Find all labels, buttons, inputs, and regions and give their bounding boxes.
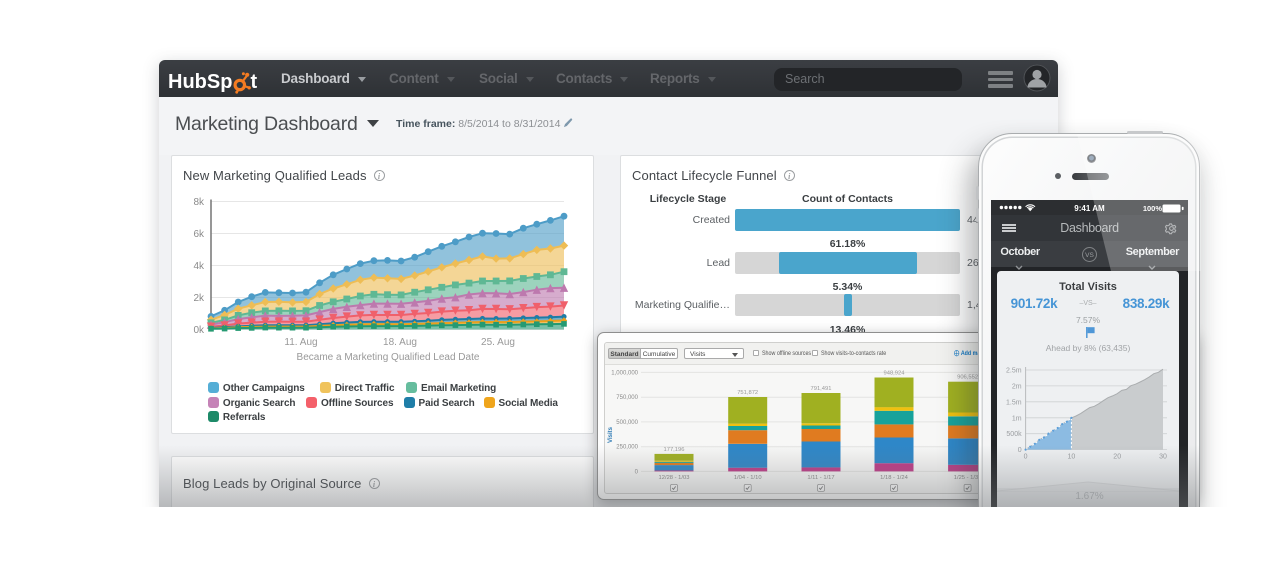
svg-text:500k: 500k <box>1006 431 1022 438</box>
svg-text:948,924: 948,924 <box>884 371 906 377</box>
svg-text:0: 0 <box>1024 454 1028 461</box>
svg-text:751,872: 751,872 <box>737 390 758 396</box>
svg-text:Visits: Visits <box>608 426 614 443</box>
svg-text:1.5m: 1.5m <box>1006 399 1022 406</box>
svg-text:12/28 - 1/03: 12/28 - 1/03 <box>659 475 690 481</box>
svg-text:250,000: 250,000 <box>616 445 638 451</box>
svg-text:1,000,000: 1,000,000 <box>611 370 638 376</box>
svg-text:791,491: 791,491 <box>811 386 832 392</box>
svg-text:1/18 - 1/24: 1/18 - 1/24 <box>880 475 908 481</box>
svg-text:0: 0 <box>635 469 639 475</box>
svg-text:2k: 2k <box>193 293 205 304</box>
svg-text:1m: 1m <box>1012 415 1022 422</box>
svg-text:Became a Marketing Qualified L: Became a Marketing Qualified Lead Date <box>297 352 480 363</box>
svg-text:30: 30 <box>1159 454 1167 461</box>
svg-text:1/04 - 1/10: 1/04 - 1/10 <box>734 475 762 481</box>
svg-text:6k: 6k <box>193 229 205 240</box>
svg-text:18. Aug: 18. Aug <box>383 337 417 348</box>
svg-text:20: 20 <box>1113 454 1121 461</box>
svg-text:4k: 4k <box>193 261 205 272</box>
svg-text:177,196: 177,196 <box>664 447 685 453</box>
svg-text:11. Aug: 11. Aug <box>284 337 317 348</box>
svg-text:10: 10 <box>1068 454 1076 461</box>
svg-text:500,000: 500,000 <box>616 420 638 426</box>
svg-text:0: 0 <box>1018 447 1022 454</box>
svg-text:750,000: 750,000 <box>616 395 638 401</box>
svg-text:1/11 - 1/17: 1/11 - 1/17 <box>807 475 834 481</box>
svg-text:1/25 - 1/31: 1/25 - 1/31 <box>954 475 982 481</box>
svg-text:2m: 2m <box>1012 383 1022 390</box>
svg-text:0k: 0k <box>193 325 205 336</box>
svg-text:8k: 8k <box>193 197 205 208</box>
svg-text:2.5m: 2.5m <box>1006 368 1022 375</box>
svg-text:906,552: 906,552 <box>957 375 978 381</box>
svg-text:25. Aug: 25. Aug <box>481 337 515 348</box>
